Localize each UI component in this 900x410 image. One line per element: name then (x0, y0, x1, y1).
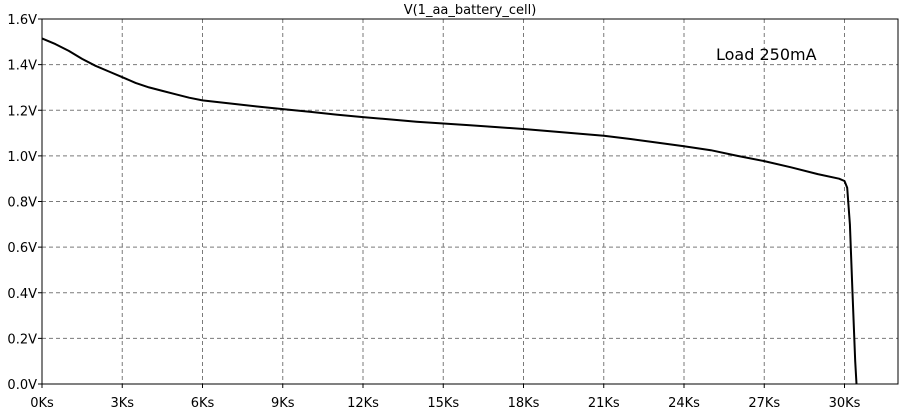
y-tick-label: 1.2V (7, 104, 37, 119)
x-tick-label: 15Ks (427, 396, 459, 410)
y-axis: 0.0V 0.2V 0.4V 0.6V 0.8V 1.0V 1.2V 1.4V 1.6V (7, 13, 42, 393)
y-tick-label: 0.8V (7, 196, 37, 211)
y-tick-label: 1.6V (7, 13, 37, 28)
x-tick-label: 27Ks (748, 396, 780, 410)
x-tick-label: 30Ks (829, 396, 861, 410)
y-tick-label: 0.6V (7, 241, 37, 256)
x-axis: 0Ks 3Ks 6Ks 9Ks 12Ks 15Ks 18Ks 21Ks 24Ks 27Ks 30Ks (30, 384, 861, 410)
y-tick-label: 0.0V (7, 378, 37, 393)
y-tick-label: 0.2V (7, 332, 37, 347)
x-tick-label: 3Ks (110, 396, 134, 410)
x-tick-label: 24Ks (668, 396, 700, 410)
x-tick-label: 9Ks (271, 396, 295, 410)
x-tick-label: 12Ks (347, 396, 379, 410)
x-tick-label: 0Ks (30, 396, 54, 410)
series-group (41, 37, 858, 385)
x-tick-label: 21Ks (588, 396, 620, 410)
chart-title: V(1_aa_battery_cell) (404, 3, 537, 18)
y-tick-label: 1.0V (7, 150, 37, 165)
y-tick-label: 0.4V (7, 287, 37, 302)
x-tick-label: 18Ks (508, 396, 540, 410)
voltage-series-line (41, 37, 858, 385)
load-annotation: Load 250mA (716, 45, 817, 64)
x-tick-label: 6Ks (191, 396, 215, 410)
grid (42, 19, 898, 384)
y-tick-label: 1.4V (7, 59, 37, 74)
